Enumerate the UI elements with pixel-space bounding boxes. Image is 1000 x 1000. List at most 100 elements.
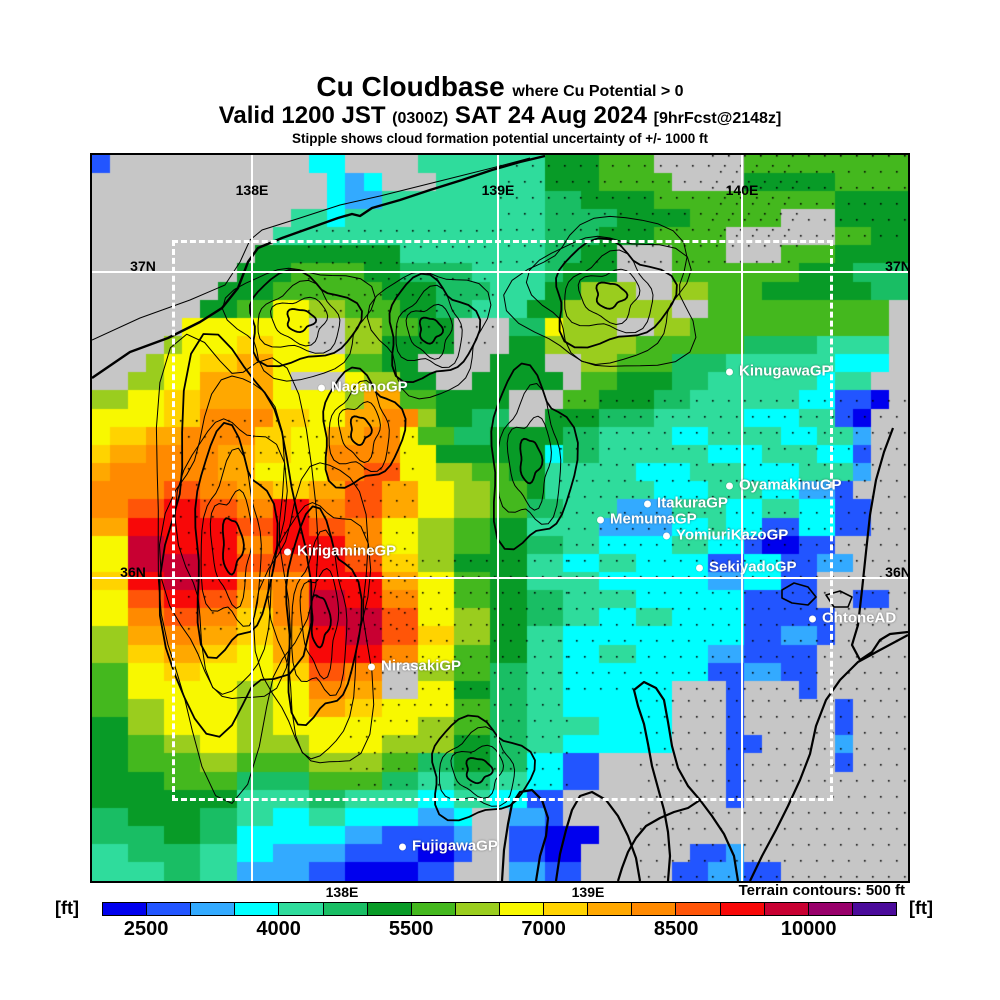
station-name: NirasakiGP [381, 657, 462, 675]
terrain-contour [465, 757, 494, 785]
colorbar-segment [411, 903, 456, 915]
coastline [749, 634, 908, 881]
forecast-reference: [9hrFcst@2148z] [653, 110, 782, 128]
station-label-nirasakigp: NirasakiGP [368, 658, 461, 675]
terrain-contour [310, 594, 332, 649]
station-name: NaganoGP [331, 378, 408, 396]
stipple-note: Stipple shows cloud formation potential … [292, 130, 708, 146]
station-dot [318, 384, 325, 392]
coastline [554, 790, 642, 881]
station-dot [368, 663, 375, 671]
valid-time: Valid 1200 JST [218, 102, 386, 130]
parallel-gridline [92, 271, 908, 273]
station-label-kirigaminegp: KirigamineGP [284, 543, 396, 560]
terrain-contour [506, 415, 552, 511]
station-name: OyamakinuGP [739, 476, 842, 494]
parallel-label-left: 37N [130, 258, 156, 274]
colorbar-tick-label: 8500 [653, 918, 699, 940]
colorbar-tick-label: 4000 [256, 918, 301, 940]
colorbar-segment [499, 903, 545, 915]
colorbar-segment [720, 903, 765, 915]
colorbar-segment [323, 903, 368, 915]
chart-title: Cu Cloudbase [316, 71, 505, 102]
valid-time-utc: (0300Z) [392, 110, 449, 128]
station-name: KinugawaGP [739, 362, 832, 380]
station-label-oyamakinugp: OyamakinuGP [726, 477, 842, 494]
colorbar-segment [764, 903, 809, 915]
parallel-label-right: 36N [885, 564, 911, 580]
terrain-contour-note: Terrain contours: 500 ft [738, 882, 905, 899]
terrain-contour [155, 333, 319, 804]
station-dot [399, 843, 406, 851]
terrain-contour [159, 375, 292, 699]
station-dot [597, 516, 604, 524]
terrain-contour [337, 401, 381, 463]
terrain-contour [564, 249, 654, 334]
coastline [92, 157, 531, 341]
station-dot [809, 615, 816, 623]
coastline [616, 799, 701, 881]
map-overlay: 138E 139E 140E 37N 37N 36N 36N NaganoGP Kinugawa… [92, 155, 911, 881]
parallel-label-left: 36N [120, 564, 146, 580]
station-name: MemumaGP [610, 510, 697, 528]
terrain-contour [221, 517, 245, 576]
meridian-gridline [497, 155, 499, 881]
coastline [781, 582, 817, 606]
terrain-contour [270, 296, 329, 347]
station-label-sekiyadogp: SekiyadoGP [696, 559, 797, 576]
station-name: KirigamineGP [297, 542, 397, 560]
colorbar-segment [588, 903, 633, 915]
station-label-naganogp: NaganoGP [318, 379, 408, 396]
coastline [92, 155, 546, 379]
colorbar-segment [279, 903, 324, 915]
station-name: SekiyadoGP [709, 558, 797, 576]
meridian-label-top: 139E [481, 182, 515, 198]
unit-label-left: [ft] [55, 898, 79, 918]
terrain-contour [291, 529, 348, 696]
meridian-label-top: 140E [725, 182, 759, 198]
meridian-label-top: 138E [235, 182, 269, 198]
valid-time-line: Valid 1200 JST (0300Z) SAT 24 Aug 2024 [… [0, 103, 1000, 128]
meridian-label-bottom: 138E [325, 884, 359, 900]
colorbar-tick-label: 5500 [388, 918, 434, 940]
meridian-gridline [251, 155, 253, 881]
terrain-contour [595, 281, 629, 310]
parallel-label-right: 37N [885, 258, 911, 274]
colorbar-segment [367, 903, 412, 915]
unit-label-right: [ft] [909, 898, 933, 918]
station-name: YomiuriKazoGP [676, 526, 789, 544]
station-dot [644, 500, 651, 508]
station-label-memumagp: MemumaGP [597, 511, 697, 528]
terrain-contour [253, 462, 375, 764]
station-label-fujigawagp: FujigawaGP [399, 838, 498, 855]
station-dot [284, 548, 291, 556]
terrain-contour [450, 744, 504, 799]
colorbar-tick-label: 10000 [780, 918, 837, 940]
station-dot [663, 532, 670, 540]
colorbar-segment [808, 903, 853, 915]
station-label-kinugawagp: KinugawaGP [726, 363, 832, 380]
station-name: ItakuraGP [657, 494, 728, 512]
terrain-contour [222, 267, 376, 382]
coastline [850, 427, 908, 662]
inner-domain-dashed-box [172, 240, 833, 801]
terrain-contour [200, 447, 262, 627]
station-label-ohtonead: OhtoneAD [809, 610, 896, 627]
terrain-contour [209, 489, 253, 609]
terrain-contour [405, 303, 453, 360]
terrain-contour [519, 437, 544, 485]
station-label-yomiurikazogp: YomiuriKazoGP [663, 527, 788, 544]
station-label-itakuragp: ItakuraGP [644, 495, 728, 512]
terrain-contour [366, 271, 492, 400]
station-dot [726, 368, 733, 376]
colorbar-segment [147, 903, 192, 915]
colorbar-segment [852, 903, 896, 915]
colorbar-segment [191, 903, 236, 915]
terrain-contour [349, 415, 373, 446]
meridian-label-bottom: 139E [571, 884, 605, 900]
station-dot [696, 564, 703, 572]
colorbar-segment [103, 903, 148, 915]
chart-title-condition: where Cu Potential > 0 [512, 83, 684, 100]
terrain-contour [577, 268, 641, 325]
